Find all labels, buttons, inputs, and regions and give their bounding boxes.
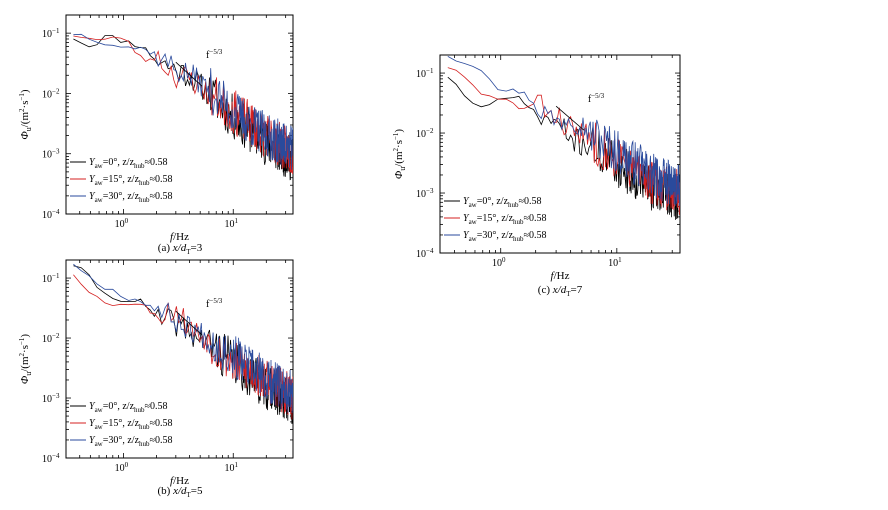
- series-line-3: [73, 263, 293, 413]
- chart-panel-3: 100 101 10−4 10−3 10−2 10−1 f−5/3 Yaw=0°, z/zhu…: [392, 54, 681, 298]
- plot-frame: [65, 259, 294, 459]
- legend-label: Yaw=30°, z/zhub≈0.58: [463, 230, 547, 243]
- slope-reference-line: [555, 105, 585, 131]
- x-tick-label: 100: [115, 461, 129, 474]
- y-tick-label: 10−1: [42, 27, 60, 40]
- slope-annotation: f−5/3: [206, 48, 223, 61]
- chart-panel-1: 100 101 10−4 10−3 10−2 10−1 f−5/3 Yaw=0°, z/zhu…: [18, 14, 294, 256]
- y-tick-label: 10−1: [416, 67, 434, 80]
- y-tick-label: 10−1: [42, 272, 60, 285]
- series-line-2: [447, 67, 680, 215]
- y-tick-label: 10−4: [42, 452, 60, 465]
- x-tick-label: 100: [115, 217, 129, 230]
- y-tick-label: 10−2: [42, 87, 60, 100]
- x-axis-label: f/Hz: [170, 475, 189, 487]
- slope-reference-line: [175, 310, 203, 336]
- y-tick-label: 10−3: [42, 392, 60, 405]
- legend-label: Yaw=15°, z/zhub≈0.58: [89, 174, 173, 187]
- y-axis-label: Φu/(m2·s−1): [392, 129, 407, 180]
- x-tick-label: 101: [224, 217, 238, 230]
- legend-label: Yaw=0°, z/zhub≈0.58: [89, 401, 168, 414]
- slope-reference-line: [175, 61, 203, 87]
- y-tick-label: 10−3: [42, 148, 60, 161]
- y-tick-label: 10−4: [42, 208, 60, 221]
- plot-frame: [439, 54, 681, 254]
- legend-label: Yaw=15°, z/zhub≈0.58: [463, 213, 547, 226]
- panel-caption: (c) x/dT=7: [538, 284, 583, 298]
- series-line-3: [73, 33, 293, 170]
- x-tick-label: 101: [608, 256, 622, 269]
- legend-label: Yaw=30°, z/zhub≈0.58: [89, 435, 173, 448]
- legend-label: Yaw=0°, z/zhub≈0.58: [89, 157, 168, 170]
- plot-frame: [65, 14, 294, 215]
- panel-caption: (b) x/dT=5: [157, 485, 203, 499]
- y-tick-label: 10−3: [416, 187, 434, 200]
- y-axis-label: Φu/(m2·s−1): [18, 89, 33, 140]
- x-tick-label: 100: [492, 256, 506, 269]
- legend-label: Yaw=0°, z/zhub≈0.58: [463, 196, 542, 209]
- legend-label: Yaw=30°, z/zhub≈0.58: [89, 191, 173, 204]
- legend-label: Yaw=15°, z/zhub≈0.58: [89, 418, 173, 431]
- x-tick-label: 101: [224, 461, 238, 474]
- x-axis-label: f/Hz: [551, 270, 570, 282]
- slope-annotation: f−5/3: [206, 297, 223, 310]
- x-axis-label: f/Hz: [170, 231, 189, 243]
- series-line-3: [447, 56, 680, 206]
- y-tick-label: 10−2: [416, 127, 434, 140]
- series-line-2: [73, 35, 293, 175]
- chart-panel-2: 100 101 10−4 10−3 10−2 10−1 f−5/3 Yaw=0°, z/zhu…: [18, 259, 294, 499]
- slope-annotation: f−5/3: [588, 92, 605, 105]
- y-axis-label: Φu/(m2·s−1): [18, 334, 33, 385]
- y-tick-label: 10−4: [416, 247, 434, 260]
- panel-caption: (a) x/dT=3: [158, 242, 203, 256]
- y-tick-label: 10−2: [42, 332, 60, 345]
